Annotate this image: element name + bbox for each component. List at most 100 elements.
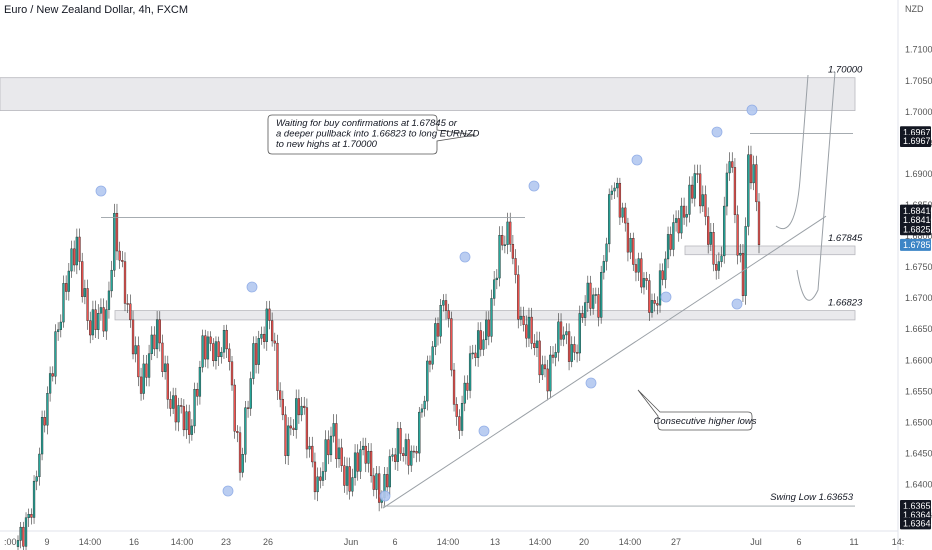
candle	[757, 193, 761, 254]
candle	[725, 163, 729, 216]
candle	[428, 355, 432, 373]
candle	[685, 205, 688, 227]
candle	[99, 298, 103, 321]
candle	[153, 326, 156, 357]
candle	[56, 322, 60, 341]
candle	[728, 152, 731, 181]
candle	[420, 403, 424, 418]
candle	[613, 182, 616, 199]
swing-point-marker	[631, 154, 643, 166]
candle	[35, 470, 38, 491]
candle	[67, 262, 70, 301]
candle	[201, 329, 204, 373]
zone-1.70000	[0, 77, 856, 112]
candle	[567, 323, 571, 371]
candle	[749, 145, 753, 190]
swing-point-marker	[711, 126, 723, 138]
candle	[709, 223, 712, 252]
candle	[289, 417, 292, 436]
candle	[415, 445, 418, 463]
candle	[586, 275, 589, 312]
candle	[527, 307, 531, 347]
candle	[244, 401, 247, 463]
candle	[335, 414, 338, 468]
candle	[233, 379, 236, 439]
candle	[367, 442, 370, 473]
candle	[452, 362, 456, 412]
candle	[180, 398, 183, 414]
candle	[230, 355, 234, 391]
time-tick-label: 20	[579, 537, 589, 547]
candle	[319, 467, 322, 489]
candle	[73, 240, 76, 272]
candle	[252, 336, 255, 385]
price-tag: 1.68410	[900, 213, 932, 226]
time-tick-label: 14:00	[529, 537, 552, 547]
candle	[94, 300, 97, 338]
price-tag: 1.68410	[900, 204, 932, 217]
time-tick-label: 16	[129, 537, 139, 547]
currency-label: NZD	[905, 4, 924, 14]
candle	[525, 315, 528, 348]
candle	[602, 255, 605, 280]
candle	[463, 375, 466, 412]
candle	[279, 382, 282, 408]
price-tick-label: 1.70500	[905, 76, 932, 86]
candle	[372, 467, 375, 497]
candle	[562, 326, 565, 347]
candle	[316, 467, 319, 502]
candle	[701, 185, 704, 213]
candle	[297, 389, 301, 424]
candle	[75, 228, 78, 275]
candle	[254, 336, 258, 374]
candle	[645, 271, 648, 290]
time-axis: :00 9 14:00 16 14:00 23 26 Jun 6 14:00 13 14:00 20 14…	[4, 537, 904, 547]
candle	[147, 344, 151, 387]
price-tick-label: 1.66500	[905, 324, 932, 334]
candle	[583, 295, 587, 327]
candle	[642, 272, 646, 295]
price-tick-label: 1.68000	[905, 231, 932, 241]
candle	[91, 300, 95, 341]
candle	[458, 409, 461, 439]
price-tag: 1.67859	[900, 238, 932, 251]
time-tick-label: 6	[392, 537, 397, 547]
candle	[337, 438, 341, 468]
swing-point-marker	[222, 485, 234, 497]
candle	[634, 258, 638, 282]
candle	[514, 249, 517, 284]
candle	[65, 275, 68, 301]
time-tick-label: Jul	[750, 537, 762, 547]
candle	[407, 433, 410, 475]
candle	[747, 145, 750, 236]
candle	[38, 447, 41, 486]
candle	[503, 235, 507, 254]
candle	[616, 177, 619, 198]
candle	[321, 462, 325, 487]
candle	[212, 338, 215, 367]
price-tick-label: 1.65000	[905, 417, 932, 427]
time-tick-label: 14:00	[437, 537, 460, 547]
candle	[447, 303, 450, 328]
price-tick-label: 1.71000	[905, 45, 932, 55]
candle	[284, 406, 287, 465]
candle	[246, 400, 250, 418]
candle	[340, 438, 343, 472]
callout-note: Waiting for buy confirmations at 1.67845…	[267, 114, 479, 155]
candle	[209, 331, 212, 352]
zone-1.67845	[684, 245, 856, 256]
candle	[105, 300, 108, 340]
projection-path-near	[775, 74, 809, 230]
time-tick-label: 14:	[892, 537, 905, 547]
candle	[220, 347, 223, 364]
swing-point-marker	[731, 298, 743, 310]
candle	[292, 419, 295, 436]
time-tick-label: 11	[849, 537, 858, 547]
candle	[70, 240, 73, 278]
candle	[723, 196, 726, 264]
candle	[533, 334, 536, 356]
time-tick-label: 14:00	[619, 537, 642, 547]
candle	[391, 447, 394, 462]
